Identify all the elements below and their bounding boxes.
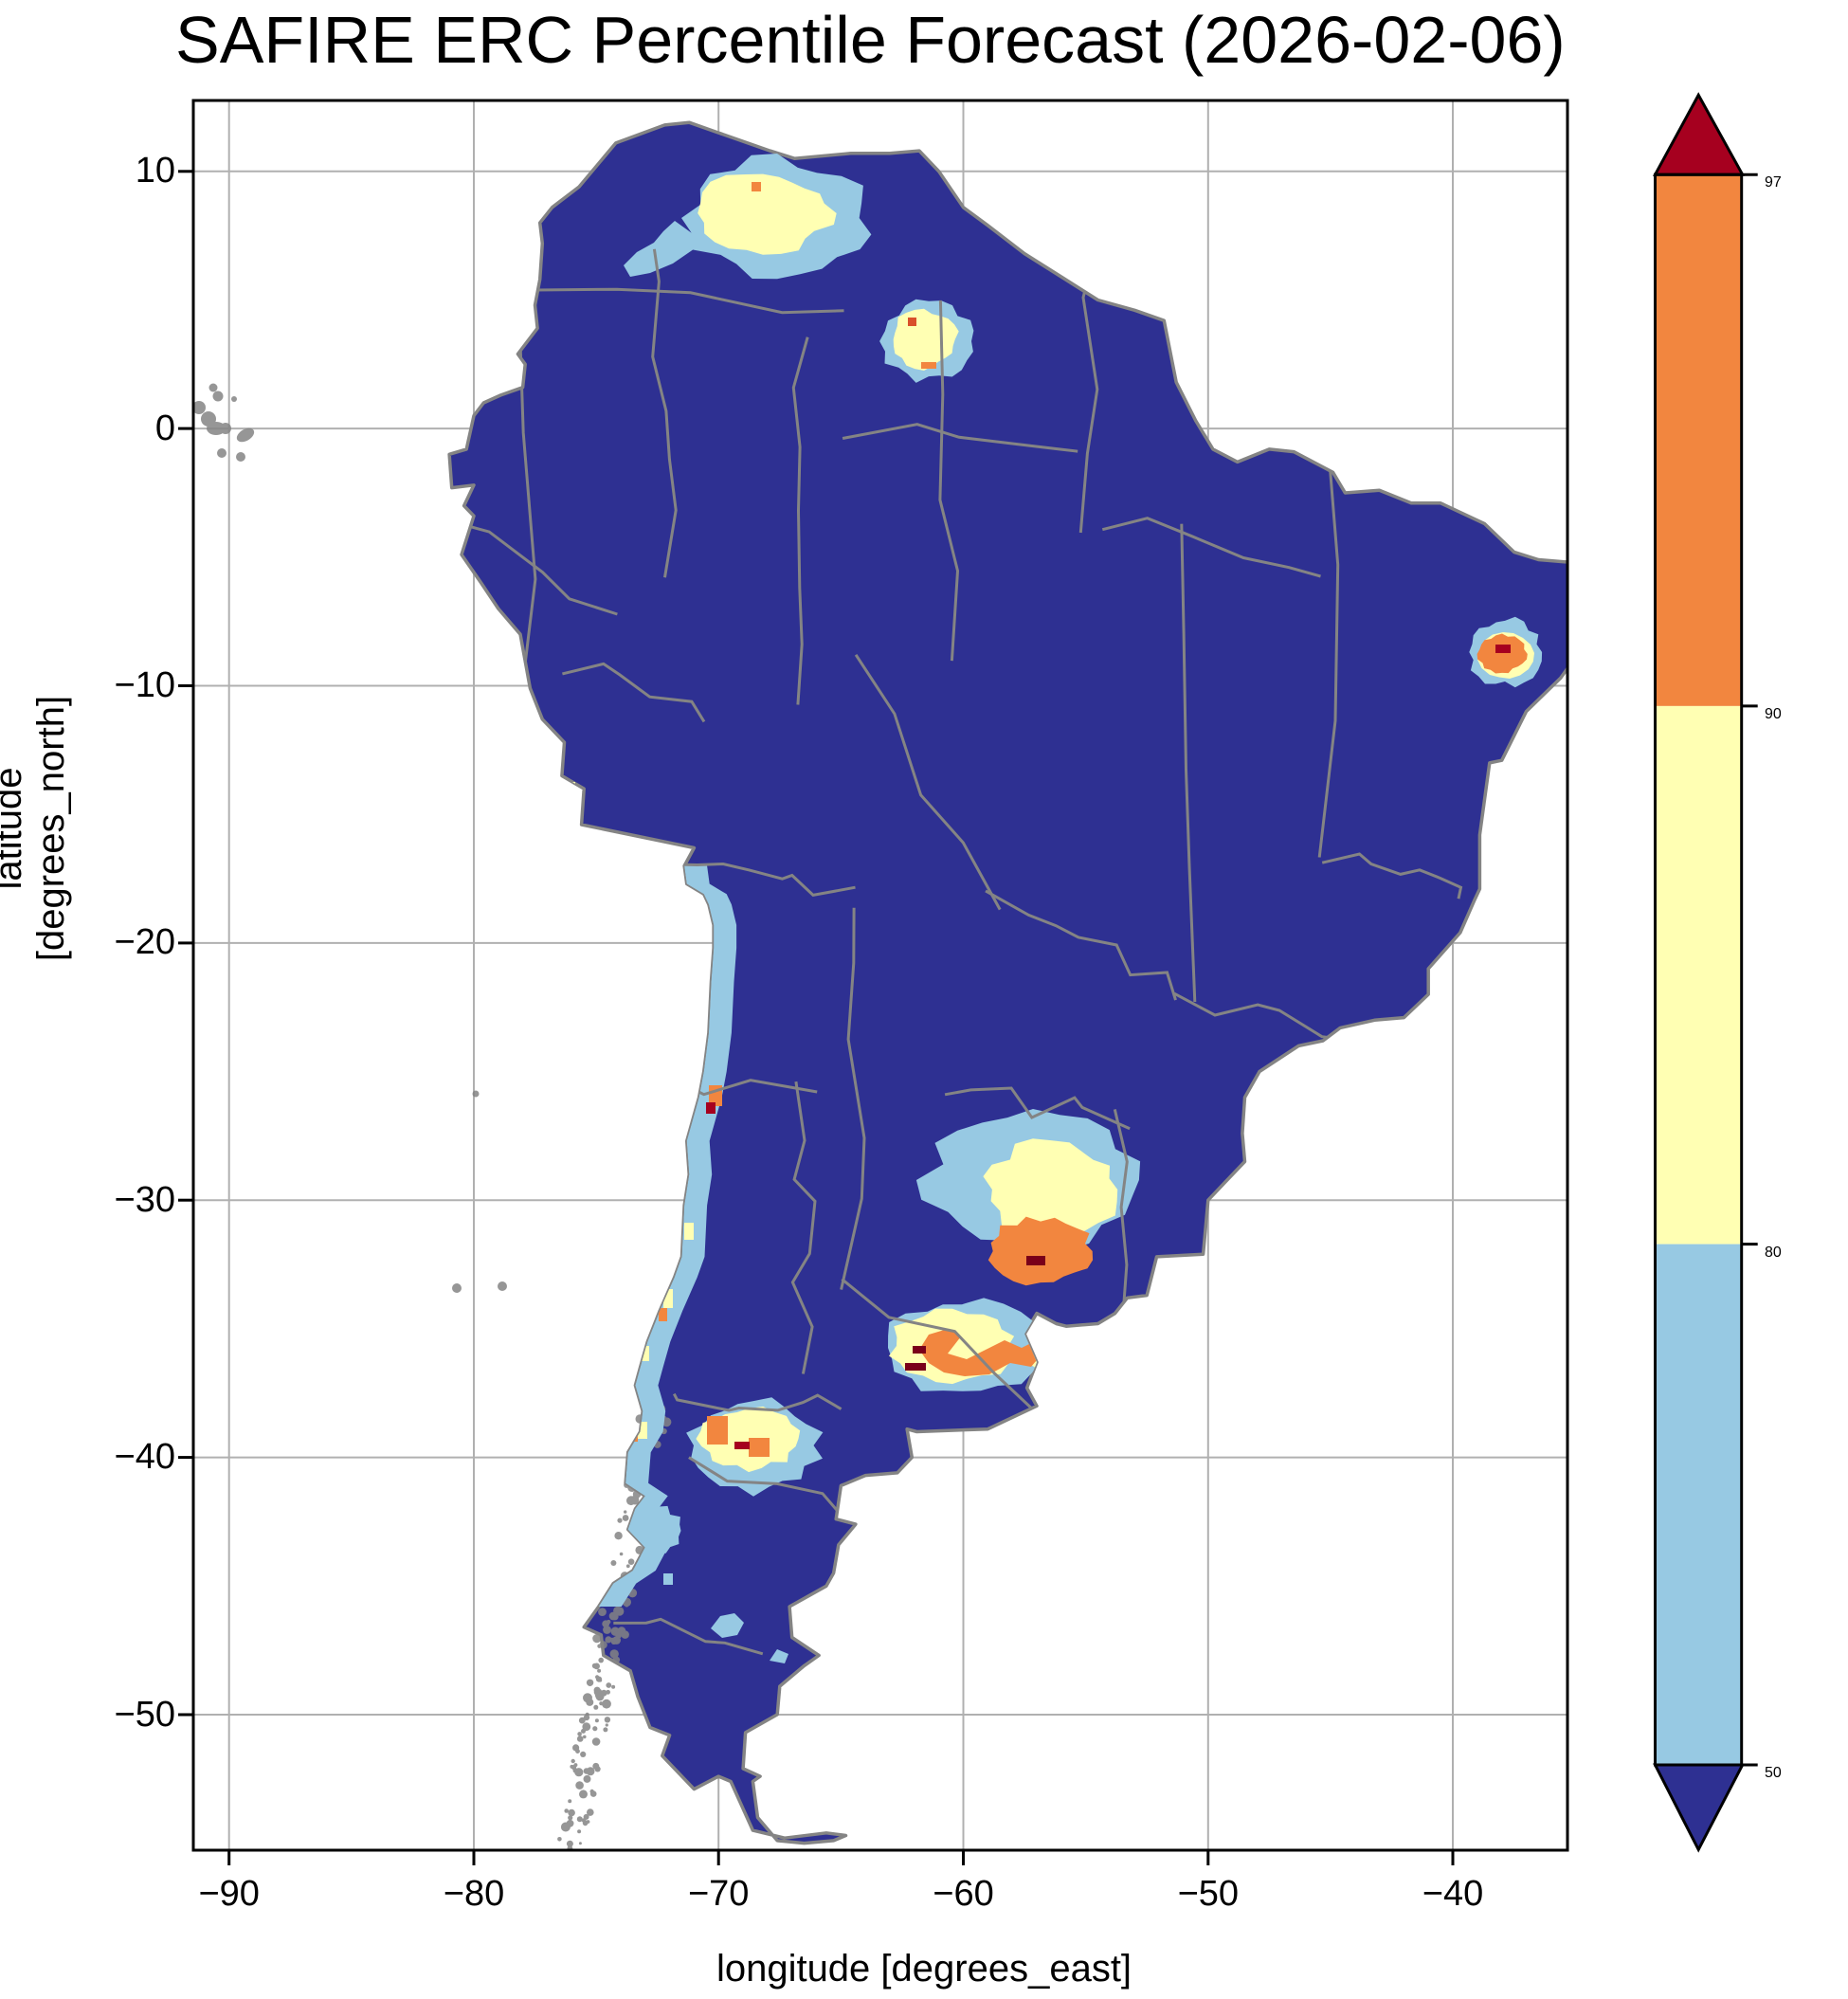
svg-text:−70: −70 <box>688 1874 749 1914</box>
svg-text:−80: −80 <box>444 1874 504 1914</box>
svg-text:−90: −90 <box>198 1874 259 1914</box>
svg-text:50: 50 <box>1765 1765 1782 1781</box>
svg-text:−40: −40 <box>115 1437 175 1477</box>
svg-text:10: 10 <box>136 151 175 191</box>
svg-text:−50: −50 <box>1178 1874 1239 1914</box>
svg-text:90: 90 <box>1765 706 1782 722</box>
svg-text:−40: −40 <box>1422 1874 1483 1914</box>
svg-text:0: 0 <box>155 409 175 448</box>
svg-text:−50: −50 <box>115 1695 175 1735</box>
svg-text:−20: −20 <box>115 922 175 962</box>
svg-text:97: 97 <box>1765 174 1782 191</box>
svg-text:80: 80 <box>1765 1245 1782 1261</box>
svg-text:−60: −60 <box>933 1874 993 1914</box>
svg-text:−30: −30 <box>115 1180 175 1220</box>
svg-text:−10: −10 <box>115 665 175 705</box>
